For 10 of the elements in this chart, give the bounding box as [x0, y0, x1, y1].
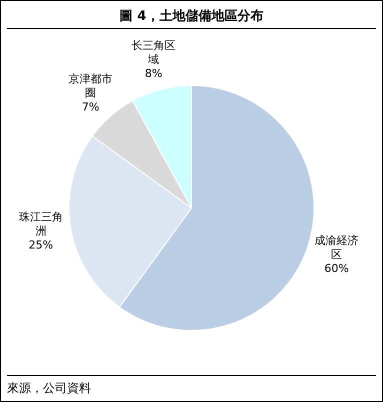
text: 來源，公司資料: [7, 380, 92, 397]
slice-label: 长三角区域: [132, 39, 176, 66]
slice-label: 珠江三角洲: [18, 210, 63, 238]
data-label: 8%: [144, 67, 162, 80]
slice-label: 成渝経济区: [314, 234, 359, 261]
data-label: 7%: [82, 100, 100, 114]
slice-label: 京津都市圈: [68, 72, 113, 100]
chart-title: 圖 4，土地儲備地區分布: [7, 1, 376, 29]
data-label: 60%: [324, 262, 349, 275]
data-label: 25%: [28, 238, 54, 252]
